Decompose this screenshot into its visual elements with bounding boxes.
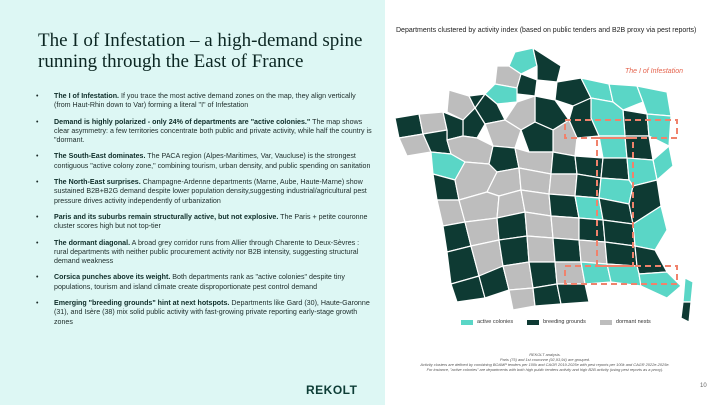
- legend-item: breeding grounds: [527, 319, 586, 325]
- bullet-item: • The dormant diagonal. A broad grey corr…: [28, 239, 373, 267]
- bullet-heading: Emerging "breeding grounds" hint at next…: [54, 299, 230, 308]
- bullet-item: • The I of Infestation. If you trace the …: [28, 92, 373, 111]
- bullet-text: The map shows clear asymmetry: a few ter…: [54, 117, 372, 145]
- department-shape: [608, 83, 644, 111]
- department-shape: [516, 73, 538, 97]
- bullet-dot-icon: •: [36, 179, 39, 187]
- department-shape: [680, 301, 692, 323]
- legend-item: dormant nests: [599, 319, 651, 325]
- department-shape: [526, 235, 556, 263]
- legend-swatch: [599, 319, 612, 325]
- bullet-heading: The dormant diagonal.: [54, 238, 131, 247]
- department-shape: [556, 283, 590, 305]
- legend-swatch: [527, 319, 540, 325]
- source-line: REKOLT analysis.: [529, 352, 561, 357]
- bullet-text: Champagne-Ardenne departments (Marne, Au…: [54, 178, 367, 205]
- legend-label: active colonies: [477, 319, 514, 325]
- department-shape: [624, 135, 654, 161]
- department-shape: [498, 235, 530, 267]
- bullet-heading: The South-East dominates.: [54, 152, 146, 161]
- department-shape: [508, 287, 536, 311]
- department-shape: [598, 135, 628, 159]
- department-shape: [578, 217, 606, 243]
- bullet-dot-icon: •: [36, 153, 39, 161]
- bullet-heading: Paris and its suburbs remain structurall…: [54, 212, 279, 221]
- department-shape: [532, 47, 562, 83]
- france-map: [385, 40, 720, 360]
- department-shape: [532, 283, 562, 307]
- legend-label: dormant nests: [615, 319, 651, 325]
- department-shape: [600, 157, 630, 181]
- page-number: 10: [700, 383, 707, 389]
- department-shape: [550, 151, 578, 175]
- bullet-list: • The I of Infestation. If you trace the …: [28, 92, 373, 334]
- department-shape: [508, 47, 538, 75]
- legend-swatch: [461, 319, 473, 325]
- department-shape: [606, 263, 642, 287]
- bullet-text: Both departments rank as "active colonie…: [54, 273, 345, 291]
- infestation-annotation: The I of Infestation: [625, 68, 683, 75]
- department-shape: [634, 245, 668, 275]
- department-shape: [632, 205, 668, 251]
- france-map-svg: [394, 47, 694, 323]
- bullet-text: Departments like Gard (30), Haute-Garonn…: [54, 299, 370, 326]
- department-shape: [520, 121, 554, 153]
- bullet-heading: Demand is highly polarized - only 24% of…: [54, 117, 311, 126]
- department-shape: [548, 193, 580, 219]
- department-shape: [484, 83, 518, 105]
- bullet-dot-icon: •: [36, 213, 39, 221]
- bullet-item: • The South-East dominates. The PACA regi…: [28, 152, 373, 171]
- legend-label: breeding grounds: [543, 319, 586, 325]
- bullet-heading: The I of Infestation.: [54, 92, 120, 100]
- department-shape: [636, 85, 672, 117]
- department-shape: [682, 277, 694, 303]
- bullet-heading: The North-East surprises.: [54, 178, 141, 187]
- map-legend: active colonies breeding grounds dormant…: [461, 316, 651, 328]
- infestation-outline: [564, 119, 678, 285]
- bullet-dot-icon: •: [36, 274, 39, 282]
- legend-item: active colonies: [461, 319, 513, 325]
- source-line: Activity clusters are defined by combini…: [420, 362, 670, 367]
- bullet-item: • Corsica punches above its weight. Both …: [28, 273, 373, 292]
- bullet-text: The Paris + petite couronne cluster scor…: [54, 212, 368, 231]
- source-line: For instance, "active colonies" are depa…: [426, 367, 664, 372]
- department-shape: [552, 237, 582, 263]
- bullet-item: • Demand is highly polarized - only 24% o…: [28, 118, 373, 146]
- map-title: Departments clustered by activity index …: [396, 27, 697, 34]
- department-shape: [502, 261, 534, 291]
- department-shape: [646, 113, 672, 147]
- bullet-dot-icon: •: [36, 93, 39, 100]
- department-shape: [622, 109, 650, 137]
- left-panel: The I of Infestation – a high-demand spi…: [0, 0, 385, 405]
- bullet-dot-icon: •: [36, 118, 39, 126]
- department-shape: [524, 211, 554, 239]
- bullet-heading: Corsica punches above its weight.: [54, 273, 171, 282]
- bullet-text: The PACA region (Alpes-Maritimes, Var, V…: [54, 152, 371, 170]
- department-shape: [548, 173, 578, 197]
- bullet-dot-icon: •: [36, 239, 39, 247]
- department-shape: [578, 239, 608, 265]
- department-shape: [638, 271, 682, 299]
- bullet-dot-icon: •: [36, 300, 39, 308]
- slide-title: The I of Infestation – a high-demand spi…: [38, 30, 363, 72]
- bullet-item: • Emerging "breeding grounds" hint at nex…: [28, 299, 373, 327]
- bullet-text: If you trace the most active demand zone…: [54, 92, 356, 110]
- source-note: REKOLT analysis. Paris (75) and 1st cour…: [380, 352, 710, 372]
- bullet-item: • The North-East surprises. Champagne-Ard…: [28, 178, 373, 206]
- bullet-text: A broad grey corridor runs from Allier t…: [54, 238, 360, 266]
- department-shape: [628, 179, 662, 225]
- department-shape: [468, 93, 486, 109]
- department-shape: [550, 215, 580, 241]
- rekolt-logo: REKOLT: [306, 383, 358, 397]
- source-line: Paris (75) and 1st couronne (92,93,94) a…: [500, 357, 590, 362]
- bullet-item: • Paris and its suburbs remain structural…: [28, 213, 373, 232]
